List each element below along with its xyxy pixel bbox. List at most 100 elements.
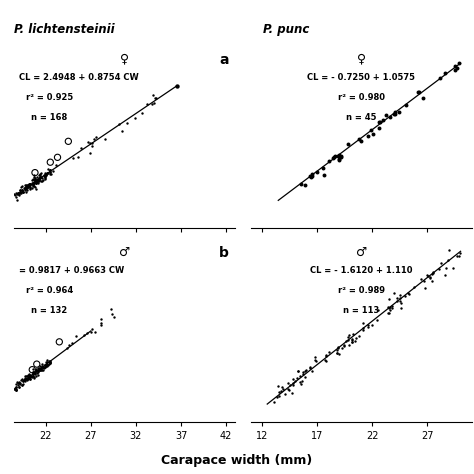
Point xyxy=(369,130,377,138)
Point xyxy=(46,360,54,367)
Point xyxy=(299,368,307,376)
Point xyxy=(18,182,26,190)
Point xyxy=(21,372,28,380)
Point xyxy=(385,295,393,303)
Point xyxy=(43,169,51,177)
Point xyxy=(302,366,310,374)
Point xyxy=(15,383,23,391)
Point xyxy=(22,184,29,191)
Point xyxy=(456,59,463,67)
Point xyxy=(348,336,356,343)
Point xyxy=(23,372,31,379)
Point xyxy=(19,188,27,196)
Point xyxy=(23,184,31,191)
Point xyxy=(33,369,41,376)
Point xyxy=(30,177,38,184)
Point xyxy=(30,374,38,382)
Point xyxy=(342,337,350,345)
Point xyxy=(331,152,338,160)
Point xyxy=(45,165,52,173)
Point xyxy=(445,246,453,254)
Point xyxy=(284,380,292,387)
Point xyxy=(12,383,20,390)
Point xyxy=(414,88,421,95)
Point xyxy=(46,357,54,365)
Point xyxy=(54,154,61,161)
Point xyxy=(36,364,43,372)
Point xyxy=(299,371,307,378)
Point xyxy=(10,385,18,393)
Point xyxy=(32,367,40,374)
Point xyxy=(13,190,21,198)
Point xyxy=(346,341,353,348)
Point xyxy=(358,137,365,145)
Point xyxy=(46,168,54,176)
Point xyxy=(14,378,21,385)
Point xyxy=(344,140,352,148)
Point xyxy=(29,175,37,183)
Point xyxy=(19,380,27,388)
Point xyxy=(325,348,332,356)
Point xyxy=(279,386,286,393)
Point xyxy=(21,185,29,192)
Text: P. punc: P. punc xyxy=(263,23,310,36)
Point xyxy=(30,171,38,179)
Point xyxy=(368,321,375,329)
Point xyxy=(148,100,156,108)
Point xyxy=(22,184,29,191)
Point xyxy=(37,366,45,374)
Point xyxy=(30,173,38,181)
Point xyxy=(18,187,26,194)
Point xyxy=(30,374,37,381)
Point xyxy=(34,364,42,372)
Text: CL = - 0.7250 + 1.0575: CL = - 0.7250 + 1.0575 xyxy=(307,73,415,82)
Point xyxy=(12,385,19,392)
Point xyxy=(27,181,34,188)
Point xyxy=(41,171,49,178)
Point xyxy=(15,378,23,385)
Point xyxy=(12,386,19,394)
Point xyxy=(336,350,343,358)
Point xyxy=(88,326,96,333)
Point xyxy=(29,179,36,187)
Point xyxy=(442,69,449,76)
Point xyxy=(73,332,80,340)
Point xyxy=(385,309,392,317)
Point xyxy=(26,181,33,189)
Point xyxy=(23,186,30,193)
Point xyxy=(309,367,316,375)
Text: r² = 0.964: r² = 0.964 xyxy=(26,286,73,295)
Point xyxy=(29,180,37,187)
Point xyxy=(36,176,43,184)
Point xyxy=(41,361,49,369)
Point xyxy=(41,173,48,180)
Point xyxy=(384,309,392,317)
Point xyxy=(26,185,34,192)
Point xyxy=(31,175,39,183)
Point xyxy=(98,321,105,328)
Point xyxy=(46,166,54,174)
Point xyxy=(13,196,21,204)
Point xyxy=(12,386,19,393)
Point xyxy=(386,303,394,310)
Point xyxy=(37,365,45,373)
Point xyxy=(89,139,96,147)
Point xyxy=(91,136,98,143)
Point xyxy=(37,364,45,372)
Point xyxy=(33,372,40,380)
Point xyxy=(12,384,19,392)
Point xyxy=(41,173,48,181)
Point xyxy=(14,381,22,388)
Point xyxy=(299,377,306,384)
Point xyxy=(17,380,24,387)
Point xyxy=(40,172,48,179)
Point xyxy=(28,179,36,187)
Point xyxy=(36,173,44,181)
Point xyxy=(402,101,410,109)
Point xyxy=(23,375,30,383)
Point xyxy=(349,338,356,346)
Point xyxy=(17,376,24,384)
Point xyxy=(109,310,116,318)
Point xyxy=(14,189,21,197)
Point xyxy=(35,367,42,374)
